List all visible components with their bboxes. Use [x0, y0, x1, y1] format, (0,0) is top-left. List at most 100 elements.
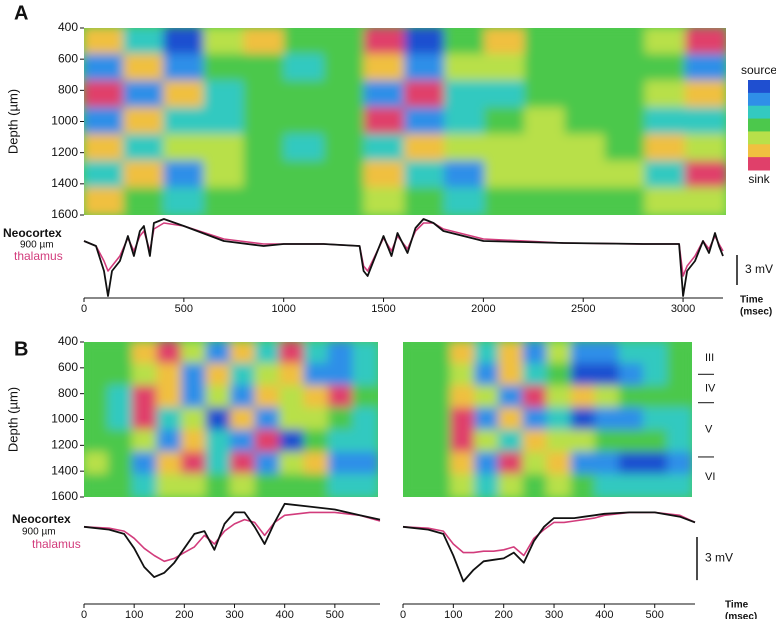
- heatmap-cell: [323, 53, 366, 83]
- heatmap-cell: [279, 363, 306, 388]
- heatmap-cell: [594, 407, 621, 432]
- heatmap-cell: [522, 342, 549, 366]
- heatmap-cell: [230, 451, 257, 476]
- heatmap-cell: [450, 385, 477, 410]
- heatmap-cell: [484, 187, 527, 215]
- heatmap-cell: [328, 473, 355, 497]
- heatmap-cell: [363, 187, 406, 215]
- heatmap-cell: [107, 473, 134, 497]
- trace: [83, 218, 724, 297]
- heatmap-cell: [522, 385, 549, 410]
- heatmap-cell: [303, 429, 330, 454]
- heatmap-cell: [524, 53, 567, 83]
- heatmap-cell: [132, 473, 159, 497]
- x-tick-label: 0: [400, 609, 406, 619]
- x-tick-label: 500: [646, 609, 664, 619]
- heatmap-cells: [403, 342, 692, 497]
- heatmap-cell: [205, 385, 232, 410]
- heatmap-cell: [522, 473, 549, 497]
- heatmap-cell: [107, 429, 134, 454]
- heatmap-cell: [163, 160, 206, 190]
- heatmap-cell: [203, 28, 246, 56]
- heatmap-cell: [570, 363, 597, 388]
- heatmap-cell: [642, 451, 669, 476]
- x-tick-label: 2500: [571, 303, 595, 315]
- y-tick-label: 1200: [51, 145, 78, 159]
- heatmap-cell: [181, 342, 208, 366]
- heatmap-cell: [163, 133, 206, 163]
- x-tick-label: 400: [595, 609, 613, 619]
- legend-label: thalamus: [32, 537, 81, 551]
- heatmap-cell: [594, 429, 621, 454]
- heatmap-cell: [254, 342, 281, 366]
- heatmap-cell: [498, 363, 525, 388]
- heatmap-cell: [594, 385, 621, 410]
- heatmap-cell: [328, 385, 355, 410]
- y-tick-label: 1000: [51, 114, 78, 128]
- heatmap-cell: [132, 342, 159, 366]
- heatmap-cell: [450, 363, 477, 388]
- heatmap-cell: [84, 187, 126, 215]
- heatmap-cell: [570, 385, 597, 410]
- heatmap-cell: [474, 342, 501, 366]
- y-tick-label: 1400: [51, 463, 78, 477]
- heatmap-cell: [522, 407, 549, 432]
- heatmap-cell: [604, 53, 647, 83]
- heatmap-cell: [243, 133, 286, 163]
- heatmap-cell: [254, 385, 281, 410]
- heatmap: [84, 28, 726, 215]
- y-tick-label: 400: [58, 20, 78, 34]
- heatmap-cell: [684, 80, 726, 110]
- heatmap-cell: [84, 80, 126, 110]
- heatmap-cell: [642, 342, 669, 366]
- heatmap-cell: [570, 451, 597, 476]
- heatmap-cell: [666, 342, 692, 366]
- x-axis-label: Time: [725, 600, 749, 611]
- y-tick-label: 800: [58, 386, 78, 400]
- heatmap-cell: [352, 407, 378, 432]
- heatmap-cell: [84, 363, 110, 388]
- panel-label: A: [14, 2, 28, 24]
- heatmap-cell: [522, 363, 549, 388]
- heatmap-cell: [666, 451, 692, 476]
- heatmap-cell: [283, 133, 326, 163]
- heatmap-cell: [230, 429, 257, 454]
- heatmap-cell: [156, 342, 183, 366]
- heatmap-cell: [604, 80, 647, 110]
- heatmap-cell: [450, 429, 477, 454]
- panel-label: B: [14, 338, 28, 360]
- heatmap-cell: [403, 429, 429, 454]
- heatmap-cell: [203, 133, 246, 163]
- trace: [402, 511, 696, 583]
- heatmap-cell: [444, 80, 487, 110]
- x-tick-label: 200: [495, 609, 513, 619]
- heatmap-cell: [644, 53, 687, 83]
- x-tick-label: 0: [81, 303, 87, 315]
- heatmap-cell: [684, 160, 726, 190]
- trace: [83, 222, 724, 277]
- y-tick-label: 800: [58, 83, 78, 97]
- heatmap-cell: [303, 342, 330, 366]
- heatmap-cell: [283, 80, 326, 110]
- heatmap-cell: [570, 473, 597, 497]
- heatmap-cell: [363, 160, 406, 190]
- heatmap-cell: [684, 107, 726, 136]
- legend-label: thalamus: [14, 249, 63, 263]
- heatmap-cell: [403, 451, 429, 476]
- heatmap-cell: [107, 342, 134, 366]
- heatmap-cell: [303, 363, 330, 388]
- heatmap-cell: [243, 160, 286, 190]
- heatmap-cell: [474, 407, 501, 432]
- heatmap-cell: [163, 187, 206, 215]
- heatmap-cell: [498, 429, 525, 454]
- heatmap-cell: [323, 133, 366, 163]
- heatmap-cell: [618, 363, 645, 388]
- heatmap-cell: [444, 187, 487, 215]
- x-tick-label: 2000: [471, 303, 495, 315]
- heatmap-cell: [283, 53, 326, 83]
- heatmap-cell: [123, 80, 166, 110]
- heatmap-cell: [604, 160, 647, 190]
- heatmap-cell: [205, 429, 232, 454]
- heatmap-cell: [474, 429, 501, 454]
